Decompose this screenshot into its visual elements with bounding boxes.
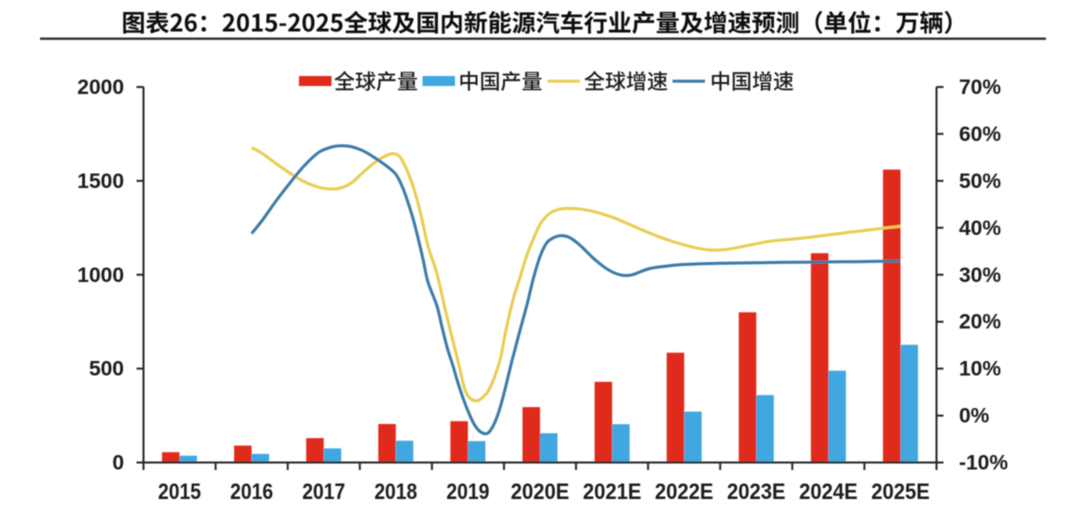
svg-text:2021E: 2021E bbox=[583, 479, 642, 504]
svg-text:20%: 20% bbox=[959, 311, 1001, 334]
svg-text:2000: 2000 bbox=[77, 76, 124, 99]
svg-text:30%: 30% bbox=[959, 264, 1001, 287]
svg-text:70%: 70% bbox=[959, 76, 1001, 99]
svg-text:40%: 40% bbox=[959, 217, 1001, 240]
svg-text:10%: 10% bbox=[959, 358, 1001, 381]
svg-text:1000: 1000 bbox=[77, 264, 124, 287]
svg-text:2019: 2019 bbox=[446, 479, 489, 504]
svg-text:50%: 50% bbox=[959, 170, 1001, 193]
svg-text:-10%: -10% bbox=[959, 452, 1008, 475]
svg-text:2022E: 2022E bbox=[655, 479, 714, 504]
svg-text:2016: 2016 bbox=[230, 479, 273, 504]
svg-text:60%: 60% bbox=[959, 123, 1001, 146]
svg-text:2024E: 2024E bbox=[799, 479, 858, 504]
svg-text:2018: 2018 bbox=[374, 479, 417, 504]
svg-text:1500: 1500 bbox=[77, 170, 124, 193]
svg-text:2017: 2017 bbox=[302, 479, 345, 504]
svg-text:500: 500 bbox=[89, 358, 124, 381]
svg-text:2023E: 2023E bbox=[727, 479, 786, 504]
svg-text:0%: 0% bbox=[959, 405, 990, 428]
svg-text:2015: 2015 bbox=[158, 479, 201, 504]
svg-text:2025E: 2025E bbox=[871, 479, 930, 504]
svg-text:2020E: 2020E bbox=[511, 479, 570, 504]
svg-text:0: 0 bbox=[112, 452, 124, 475]
